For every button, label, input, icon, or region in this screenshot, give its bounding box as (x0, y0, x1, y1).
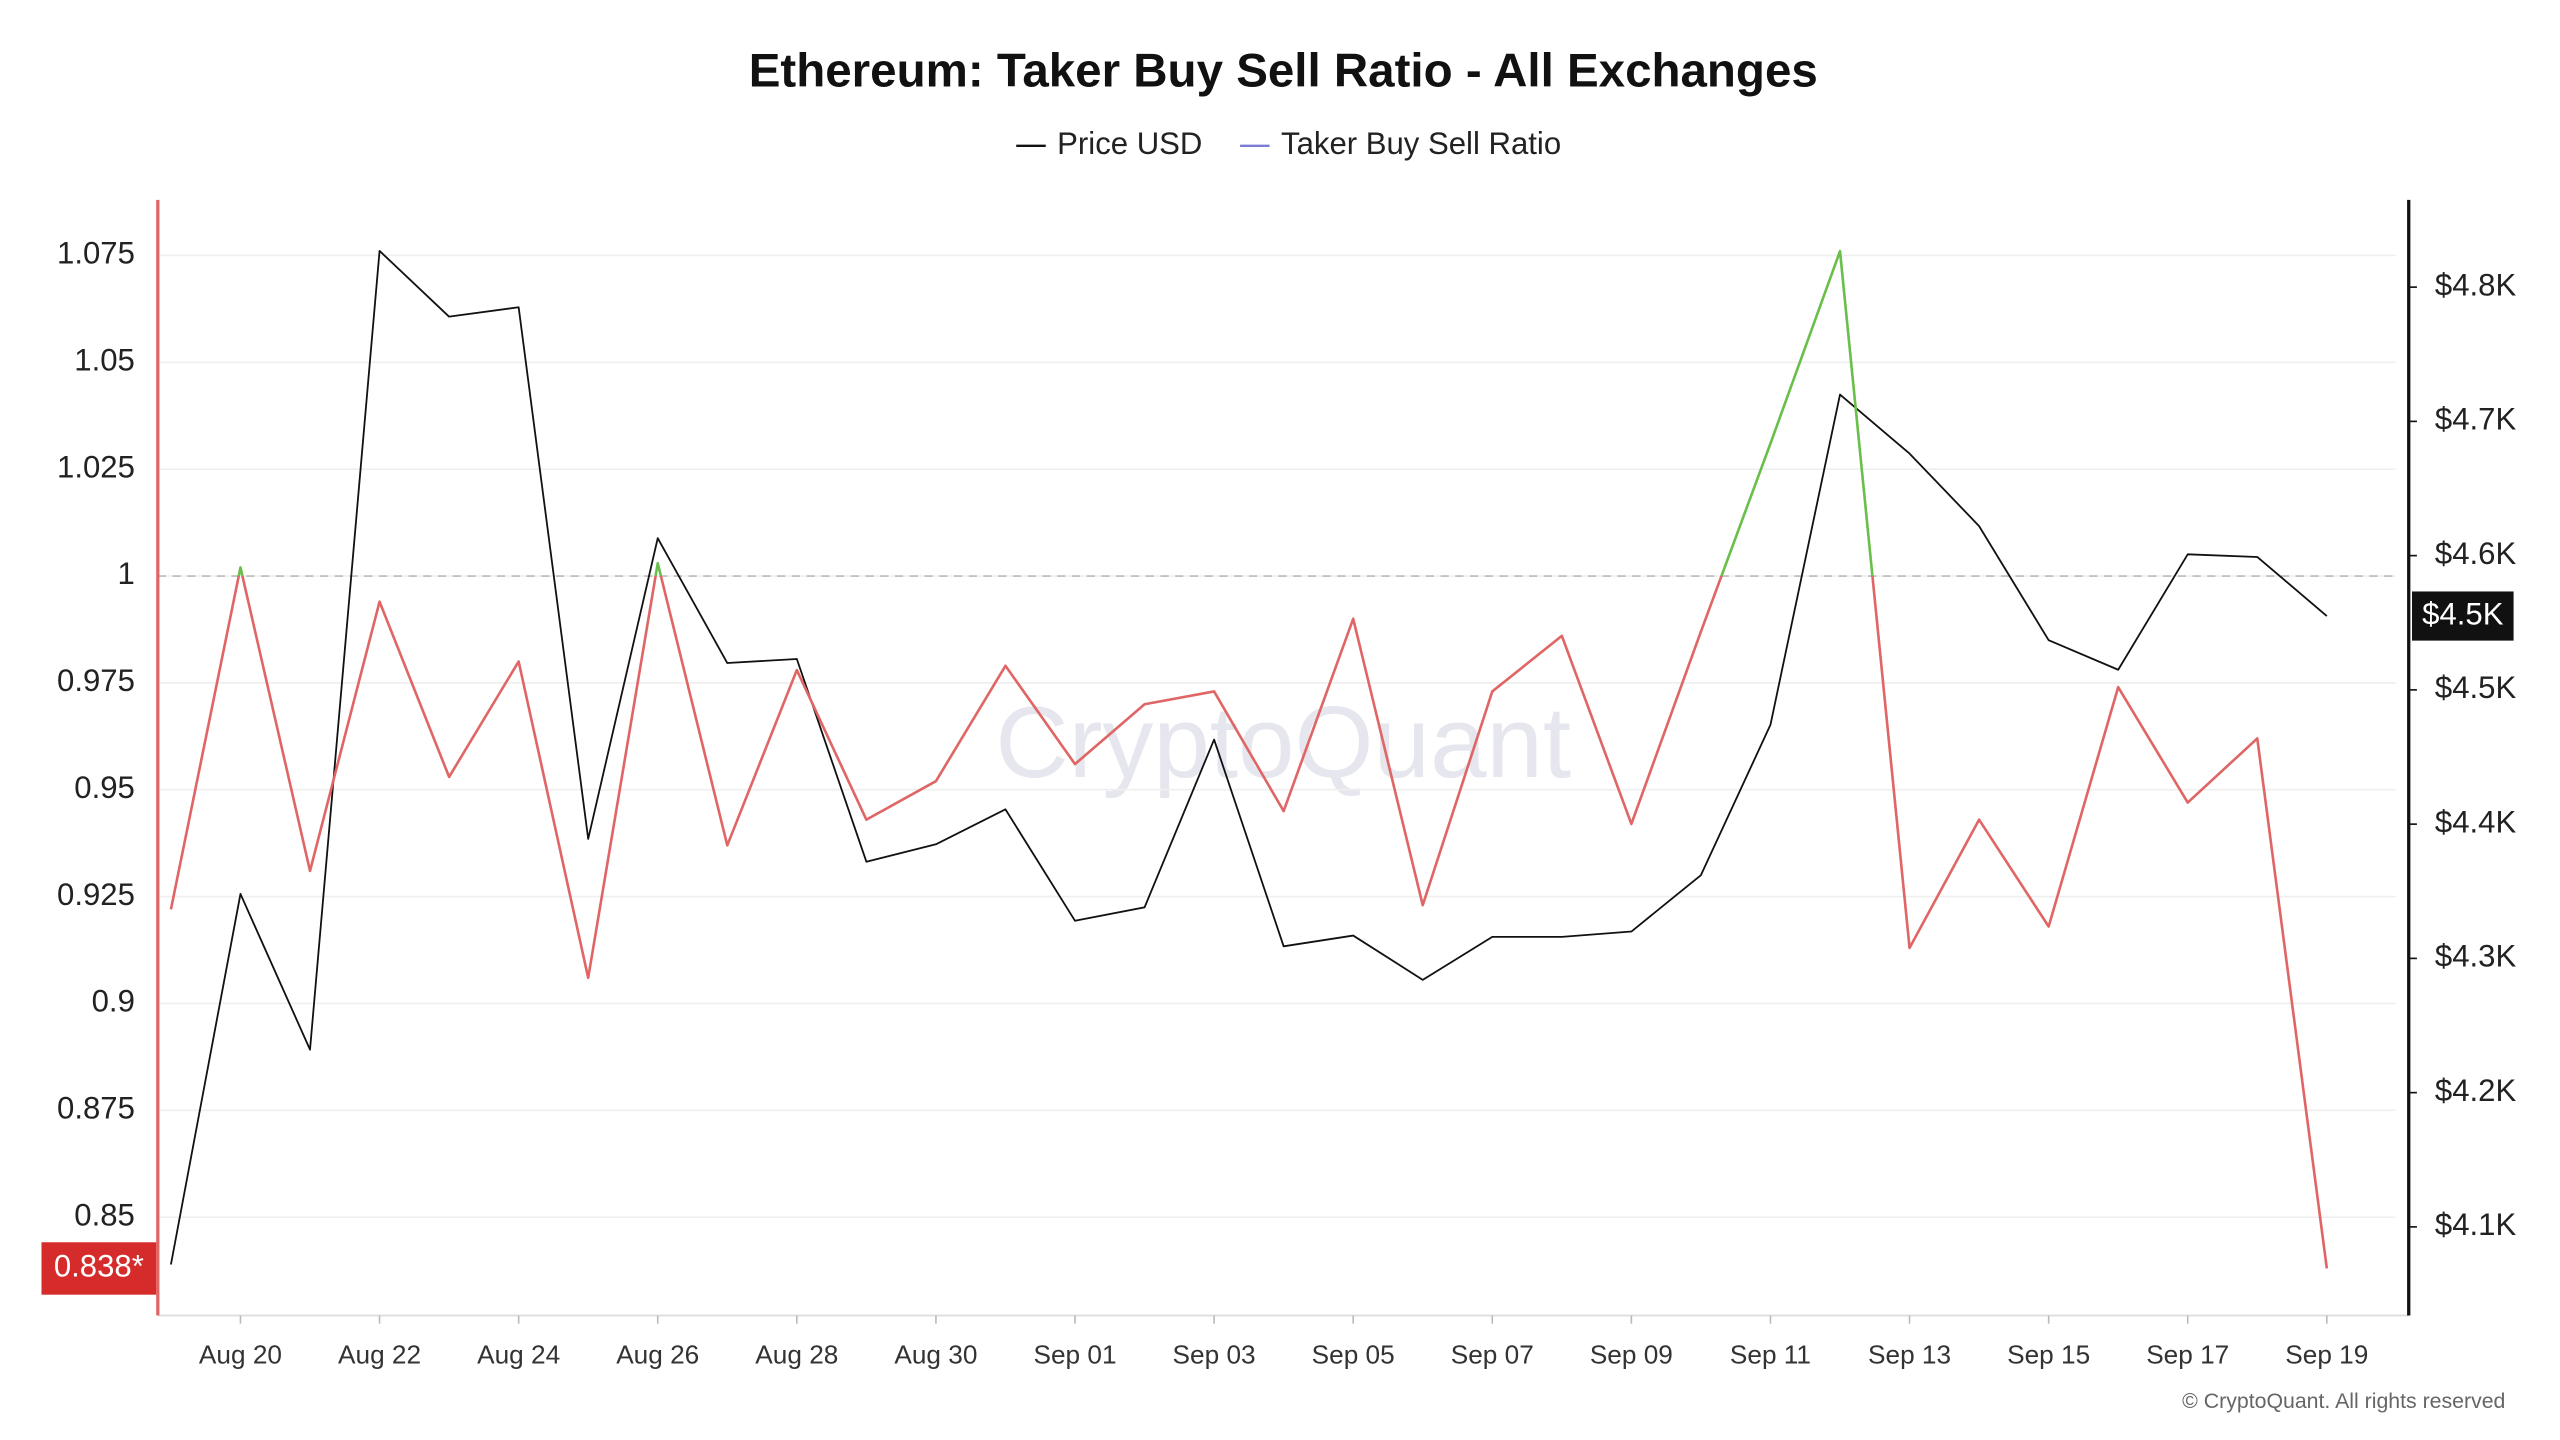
watermark: CryptoQuant (995, 685, 1571, 799)
x-tick-label: Sep 13 (1868, 1339, 1951, 1369)
x-tick-label: Sep 11 (1730, 1339, 1811, 1369)
end-label-box (41, 1242, 157, 1295)
ratio-line-below (169, 576, 2329, 1269)
y-tick-label: 0.95 (74, 770, 135, 805)
y-tick-label: 0.9 (92, 984, 135, 1019)
x-tick-label: Sep 19 (2285, 1339, 2368, 1369)
x-tick-label: Sep 15 (2007, 1339, 2090, 1369)
x-tick-label: Aug 26 (616, 1339, 699, 1369)
y-tick-label: 1.075 (57, 236, 135, 271)
end-label: $4.5K (2422, 596, 2504, 631)
y-tick-label: 0.85 (74, 1197, 135, 1232)
y-tick-label: 0.925 (57, 877, 135, 912)
y2-tick-label: $4.2K (2435, 1073, 2517, 1108)
y-tick-label: 1 (118, 556, 135, 591)
end-label-box (2412, 591, 2514, 641)
y2-tick-label: $4.5K (2435, 670, 2517, 705)
y2-tick-label: $4.8K (2435, 267, 2517, 302)
y-tick-label: 1.025 (57, 449, 135, 484)
x-tick-label: Sep 07 (1451, 1339, 1534, 1369)
chart-title: Ethereum: Taker Buy Sell Ratio - All Exc… (749, 44, 1818, 97)
footer: © CryptoQuant. All rights reserved (2182, 1389, 2505, 1413)
y2-tick-label: $4.3K (2435, 939, 2517, 974)
x-tick-label: Sep 03 (1173, 1339, 1256, 1369)
x-tick-label: Aug 20 (199, 1339, 282, 1369)
x-tick-label: Aug 22 (338, 1339, 421, 1369)
y2-tick-label: $4.4K (2435, 804, 2517, 839)
x-tick-label: Aug 30 (894, 1339, 977, 1369)
x-tick-label: Sep 01 (1033, 1339, 1116, 1369)
y2-tick-label: $4.7K (2435, 402, 2517, 437)
legend-label: Taker Buy Sell Ratio (1281, 126, 1561, 161)
y2-tick-label: $4.6K (2435, 536, 2517, 571)
x-tick-label: Aug 28 (755, 1339, 838, 1369)
y-tick-label: 0.975 (57, 663, 135, 698)
x-tick-label: Aug 24 (477, 1339, 560, 1369)
price-line (170, 249, 2328, 1265)
y2-tick-label: $4.1K (2435, 1207, 2517, 1242)
x-tick-label: Sep 05 (1312, 1339, 1395, 1369)
legend-label: Price USD (1057, 126, 1202, 161)
end-label: 0.838* (54, 1249, 144, 1284)
x-tick-label: Sep 17 (2146, 1339, 2229, 1369)
x-tick-label: Sep 09 (1590, 1339, 1673, 1369)
y-tick-label: 1.05 (74, 343, 135, 378)
y-tick-label: 0.875 (57, 1091, 135, 1126)
